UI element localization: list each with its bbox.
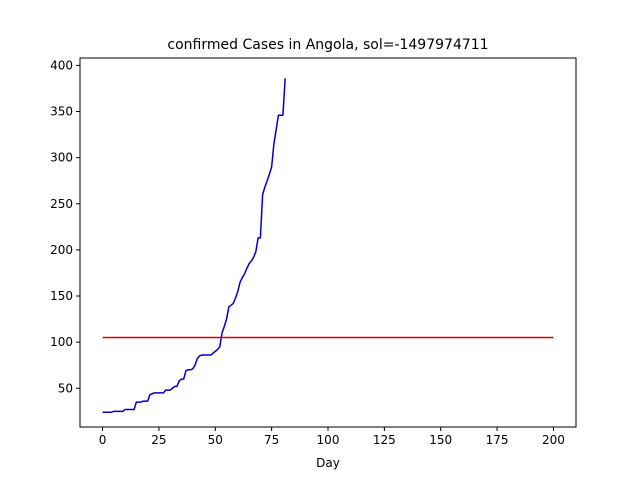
x-axis: 0 25 50 75 100 125 150 175 200	[99, 427, 565, 447]
y-tick-label: 150	[50, 289, 73, 303]
x-tick-label: 175	[486, 433, 509, 447]
y-tick-label: 350	[50, 105, 73, 119]
x-tick-label: 75	[264, 433, 279, 447]
y-tick-label: 400	[50, 58, 73, 72]
x-axis-label: Day	[316, 456, 340, 470]
plot-area	[102, 78, 554, 413]
y-axis: 50 100 150 200 250 300 350 400	[50, 58, 80, 395]
x-tick-label: 125	[373, 433, 396, 447]
y-tick-label: 50	[58, 381, 73, 395]
y-tick-label: 100	[50, 335, 73, 349]
x-tick-label: 200	[542, 433, 565, 447]
x-tick-label: 25	[151, 433, 166, 447]
x-tick-label: 100	[317, 433, 340, 447]
y-tick-label: 200	[50, 243, 73, 257]
y-tick-label: 250	[50, 197, 73, 211]
x-tick-label: 0	[99, 433, 107, 447]
x-tick-label: 150	[429, 433, 452, 447]
chart-title: confirmed Cases in Angola, sol=-14979747…	[167, 37, 488, 53]
y-tick-label: 300	[50, 151, 73, 165]
x-tick-label: 50	[208, 433, 223, 447]
series-line-0	[102, 78, 286, 413]
